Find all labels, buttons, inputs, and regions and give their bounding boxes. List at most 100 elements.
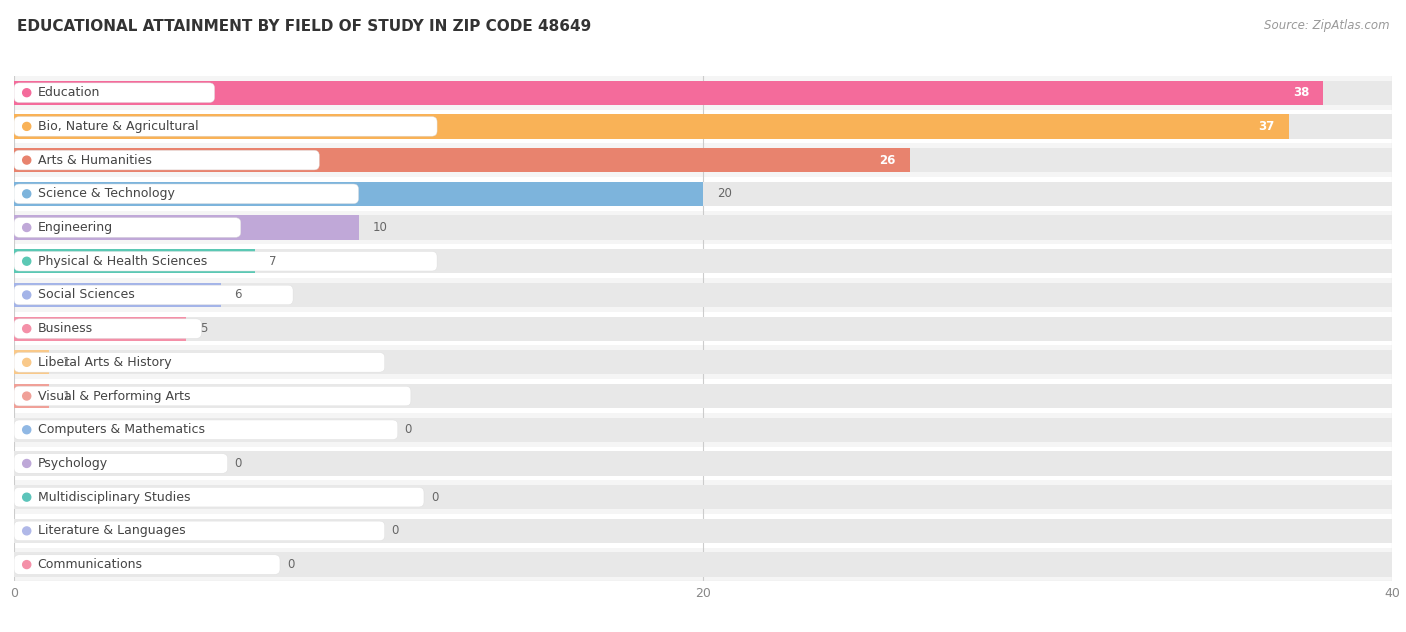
Circle shape: [22, 224, 31, 231]
FancyBboxPatch shape: [14, 413, 1392, 447]
Text: 6: 6: [235, 288, 242, 301]
Bar: [14, 80, 1392, 105]
Circle shape: [22, 88, 31, 97]
Bar: [14, 114, 1392, 138]
Bar: [14, 216, 359, 240]
Bar: [14, 519, 1392, 543]
Circle shape: [22, 426, 31, 434]
Text: Source: ZipAtlas.com: Source: ZipAtlas.com: [1264, 19, 1389, 32]
Text: Literature & Languages: Literature & Languages: [38, 525, 186, 537]
Circle shape: [22, 527, 31, 535]
Text: Social Sciences: Social Sciences: [38, 288, 135, 301]
Bar: [14, 181, 703, 206]
Text: Arts & Humanities: Arts & Humanities: [38, 154, 152, 167]
Text: 5: 5: [200, 322, 208, 335]
FancyBboxPatch shape: [14, 454, 228, 473]
Circle shape: [22, 156, 31, 164]
Bar: [14, 485, 1392, 509]
FancyBboxPatch shape: [14, 109, 1392, 143]
FancyBboxPatch shape: [14, 150, 319, 170]
Bar: [14, 80, 1323, 105]
FancyBboxPatch shape: [14, 514, 1392, 548]
FancyBboxPatch shape: [14, 177, 1392, 210]
Text: EDUCATIONAL ATTAINMENT BY FIELD OF STUDY IN ZIP CODE 48649: EDUCATIONAL ATTAINMENT BY FIELD OF STUDY…: [17, 19, 591, 34]
FancyBboxPatch shape: [14, 117, 437, 136]
Text: 26: 26: [880, 154, 896, 167]
FancyBboxPatch shape: [14, 312, 1392, 346]
Text: Science & Technology: Science & Technology: [38, 187, 174, 200]
Bar: [14, 451, 1392, 476]
Bar: [14, 249, 256, 274]
Text: Computers & Mathematics: Computers & Mathematics: [38, 423, 205, 436]
Text: 38: 38: [1294, 86, 1309, 99]
Text: 1: 1: [62, 389, 70, 403]
Circle shape: [22, 257, 31, 265]
FancyBboxPatch shape: [14, 555, 280, 574]
Bar: [14, 552, 1392, 577]
Text: 0: 0: [287, 558, 294, 571]
Bar: [14, 384, 1392, 408]
FancyBboxPatch shape: [14, 548, 1392, 581]
Text: Engineering: Engineering: [38, 221, 112, 234]
Bar: [14, 384, 48, 408]
Text: 0: 0: [405, 423, 412, 436]
Text: Education: Education: [38, 86, 100, 99]
Bar: [14, 216, 1392, 240]
FancyBboxPatch shape: [14, 83, 215, 102]
Bar: [14, 283, 1392, 307]
Text: 0: 0: [392, 525, 399, 537]
FancyBboxPatch shape: [14, 447, 1392, 480]
Bar: [14, 283, 221, 307]
Text: 0: 0: [430, 490, 439, 504]
Text: Communications: Communications: [38, 558, 142, 571]
FancyBboxPatch shape: [14, 184, 359, 204]
Text: Business: Business: [38, 322, 93, 335]
FancyBboxPatch shape: [14, 487, 425, 507]
Text: Multidisciplinary Studies: Multidisciplinary Studies: [38, 490, 190, 504]
FancyBboxPatch shape: [14, 218, 240, 237]
Text: Visual & Performing Arts: Visual & Performing Arts: [38, 389, 190, 403]
FancyBboxPatch shape: [14, 210, 1392, 245]
Circle shape: [22, 392, 31, 400]
Text: 37: 37: [1258, 120, 1275, 133]
Text: Bio, Nature & Agricultural: Bio, Nature & Agricultural: [38, 120, 198, 133]
FancyBboxPatch shape: [14, 521, 385, 540]
Bar: [14, 249, 1392, 274]
Text: Psychology: Psychology: [38, 457, 108, 470]
Text: 7: 7: [269, 255, 277, 268]
Bar: [14, 114, 1289, 138]
Text: 1: 1: [62, 356, 70, 369]
FancyBboxPatch shape: [14, 245, 1392, 278]
Bar: [14, 148, 910, 173]
Text: 0: 0: [235, 457, 242, 470]
Bar: [14, 181, 1392, 206]
Bar: [14, 317, 1392, 341]
FancyBboxPatch shape: [14, 143, 1392, 177]
FancyBboxPatch shape: [14, 76, 1392, 109]
Circle shape: [22, 561, 31, 569]
Circle shape: [22, 358, 31, 367]
Bar: [14, 317, 186, 341]
Bar: [14, 148, 1392, 173]
FancyBboxPatch shape: [14, 379, 1392, 413]
Circle shape: [22, 291, 31, 299]
Bar: [14, 350, 1392, 375]
FancyBboxPatch shape: [14, 252, 437, 271]
Circle shape: [22, 325, 31, 332]
FancyBboxPatch shape: [14, 285, 292, 305]
Bar: [14, 350, 48, 375]
Text: Physical & Health Sciences: Physical & Health Sciences: [38, 255, 207, 268]
FancyBboxPatch shape: [14, 278, 1392, 312]
Circle shape: [22, 123, 31, 130]
Circle shape: [22, 459, 31, 468]
Text: 20: 20: [717, 187, 731, 200]
FancyBboxPatch shape: [14, 386, 411, 406]
Text: Liberal Arts & History: Liberal Arts & History: [38, 356, 172, 369]
Bar: [14, 418, 1392, 442]
FancyBboxPatch shape: [14, 420, 398, 439]
Circle shape: [22, 190, 31, 198]
FancyBboxPatch shape: [14, 319, 201, 338]
Text: 10: 10: [373, 221, 387, 234]
FancyBboxPatch shape: [14, 353, 385, 372]
FancyBboxPatch shape: [14, 480, 1392, 514]
